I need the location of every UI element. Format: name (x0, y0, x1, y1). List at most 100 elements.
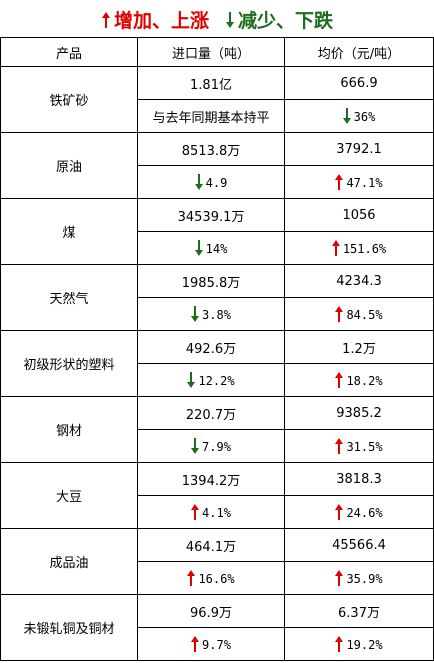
header-volume: 进口量（吨） (137, 37, 285, 67)
table-body: 铁矿砂 1.81亿 666.9 与去年同期基本持平 36% 原油 8513.8万 3792.1… (0, 66, 434, 661)
import-table: 产品 进口量（吨） 均价（元/吨） 铁矿砂 1.81亿 666.9 与去年同期基本持平… (0, 37, 434, 661)
table-row: 原油 8513.8万 3792.1 (0, 132, 434, 199)
product-name: 钢材 (0, 396, 138, 463)
product-name: 铁矿砂 (0, 66, 138, 133)
volume-value: 1985.8万 (137, 264, 285, 298)
volume-change: 3.8% (137, 297, 285, 331)
table-row: 初级形状的塑料 492.6万 1.2万 (0, 330, 434, 397)
volume-value: 96.9万 (137, 594, 285, 628)
arrow-down-icon (194, 173, 203, 190)
price-change-text: 36% (353, 109, 376, 124)
table-row-change: 3.8% 84.5% (1, 297, 434, 331)
table-row: 成品油 464.1万 45566.4 (0, 528, 434, 595)
table-row: 铁矿砂 1.81亿 666.9 (0, 66, 434, 133)
product-name: 煤 (0, 198, 138, 265)
product-name: 天然气 (0, 264, 138, 331)
legend: 增加、上涨 减少、下跌 (0, 0, 434, 38)
arrow-up-icon (335, 437, 344, 454)
volume-change: 12.2% (137, 363, 285, 397)
legend-decrease: 减少、下跌 (225, 6, 333, 33)
volume-change-text: 7.9% (202, 439, 231, 454)
price-value: 666.9 (284, 66, 434, 100)
price-change: 36% (284, 99, 434, 133)
table-row: 大豆 1394.2万 3818.3 (0, 462, 434, 529)
price-change: 24.6% (284, 495, 434, 529)
price-change-text: 47.1% (346, 175, 383, 190)
price-value: 4234.3 (284, 264, 434, 298)
table-row: 未锻轧铜及铜材 96.9万 6.37万 (0, 594, 434, 661)
arrow-up-icon (191, 503, 200, 520)
volume-change-text: 9.7% (202, 637, 231, 652)
volume-change-text: 与去年同期基本持平 (152, 110, 270, 126)
price-change-text: 19.2% (346, 637, 383, 652)
price-value: 3818.3 (284, 462, 434, 496)
arrow-up-icon (335, 305, 344, 322)
volume-change-text: 4.9 (205, 175, 228, 190)
price-value: 1056 (284, 198, 434, 232)
price-change: 31.5% (284, 429, 434, 463)
arrow-up-icon (335, 635, 344, 652)
volume-change: 16.6% (137, 561, 285, 595)
product-name: 大豆 (0, 462, 138, 529)
arrow-up-icon (331, 239, 340, 256)
volume-change-text: 16.6% (198, 571, 235, 586)
table-row-change: 9.7% 19.2% (1, 627, 434, 661)
table-row-change: 4.1% 24.6% (1, 495, 434, 529)
price-change: 151.6% (284, 231, 434, 265)
price-value: 45566.4 (284, 528, 434, 562)
price-value: 3792.1 (284, 132, 434, 166)
price-value: 6.37万 (284, 594, 434, 628)
volume-change-text: 3.8% (202, 307, 231, 322)
arrow-down-icon (191, 437, 200, 454)
volume-value: 1.81亿 (137, 66, 285, 100)
volume-value: 464.1万 (137, 528, 285, 562)
table-row: 煤 34539.1万 1056 (0, 198, 434, 265)
price-value: 9385.2 (284, 396, 434, 430)
volume-change-text: 12.2% (198, 373, 235, 388)
volume-change: 7.9% (137, 429, 285, 463)
table-row: 钢材 220.7万 9385.2 (0, 396, 434, 463)
price-change-text: 24.6% (346, 505, 383, 520)
volume-change: 9.7% (137, 627, 285, 661)
volume-change-text: 14% (205, 241, 228, 256)
product-name: 成品油 (0, 528, 138, 595)
header-price: 均价（元/吨） (284, 37, 434, 67)
volume-change: 与去年同期基本持平 (137, 99, 285, 133)
product-name: 未锻轧铜及铜材 (0, 594, 138, 661)
legend-increase-label: 增加、上涨 (113, 9, 209, 32)
arrow-up-icon (335, 503, 344, 520)
arrow-up-icon (101, 11, 110, 28)
table-row-change: 与去年同期基本持平 36% (1, 99, 434, 133)
volume-change: 14% (137, 231, 285, 265)
product-name: 初级形状的塑料 (0, 330, 138, 397)
price-change-text: 151.6% (342, 241, 387, 256)
price-change: 18.2% (284, 363, 434, 397)
arrow-up-icon (191, 635, 200, 652)
price-change-text: 84.5% (346, 307, 383, 322)
price-change: 35.9% (284, 561, 434, 595)
legend-decrease-label: 减少、下跌 (238, 9, 334, 32)
volume-value: 1394.2万 (137, 462, 285, 496)
arrow-down-icon (342, 107, 351, 124)
arrow-down-icon (191, 305, 200, 322)
volume-value: 220.7万 (137, 396, 285, 430)
table-row: 天然气 1985.8万 4234.3 (0, 264, 434, 331)
legend-increase: 增加、上涨 (101, 6, 209, 33)
table-row-change: 12.2% 18.2% (1, 363, 434, 397)
arrow-down-icon (187, 371, 196, 388)
table-row-change: 16.6% 35.9% (1, 561, 434, 595)
arrow-up-icon (335, 173, 344, 190)
price-value: 1.2万 (284, 330, 434, 364)
price-change-text: 31.5% (346, 439, 383, 454)
header-row: 产品 进口量（吨） 均价（元/吨） (0, 37, 434, 67)
volume-value: 8513.8万 (137, 132, 285, 166)
table-row-change: 14% 151.6% (1, 231, 434, 265)
volume-change-text: 4.1% (202, 505, 231, 520)
volume-value: 492.6万 (137, 330, 285, 364)
price-change-text: 18.2% (346, 373, 383, 388)
arrow-up-icon (335, 569, 344, 586)
volume-change: 4.9 (137, 165, 285, 199)
header-product: 产品 (0, 37, 138, 67)
volume-change: 4.1% (137, 495, 285, 529)
arrow-down-icon (194, 239, 203, 256)
